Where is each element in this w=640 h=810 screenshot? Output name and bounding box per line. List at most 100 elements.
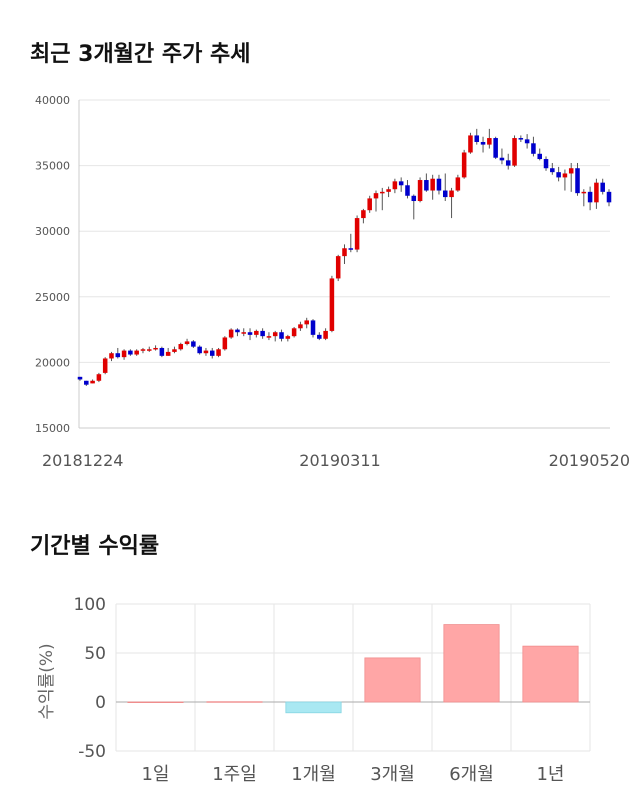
candle-body (147, 349, 152, 351)
candle-body (524, 139, 530, 144)
candle-body (480, 141, 486, 145)
candle-body (310, 320, 316, 335)
candle-body (587, 191, 593, 203)
candle-body (411, 195, 417, 202)
candle-body (449, 190, 454, 198)
candle-body (241, 332, 247, 334)
candle-body (272, 332, 278, 337)
candle-body (329, 278, 335, 331)
return-bar (127, 701, 184, 704)
candle-body (317, 334, 322, 339)
candle-body (84, 380, 89, 385)
candle-body (430, 178, 435, 191)
candle-body (266, 336, 272, 338)
return-bar (206, 701, 263, 703)
candle-body (556, 172, 561, 178)
y-tick-label: -50 (78, 742, 106, 762)
candle-body (197, 346, 202, 354)
y-tick-label: 100 (74, 595, 106, 615)
return-bar (443, 624, 500, 703)
candle-body (102, 358, 108, 373)
candle-body (392, 181, 398, 190)
returns-chart-title: 기간별 수익률 (30, 534, 160, 559)
candle-body (153, 347, 158, 350)
category-label: 1일 (141, 764, 169, 785)
candle-body (165, 351, 171, 356)
candle-body (531, 143, 536, 154)
candle-body (442, 190, 448, 198)
candle-body (335, 256, 341, 279)
y-tick-label: 40000 (35, 94, 70, 107)
candle-body (474, 135, 480, 142)
stock-trend-chart: 40000 35000 30000 25000 20000 15000 20181224 20… (35, 94, 630, 470)
candle-body (380, 191, 385, 194)
candle-body (140, 349, 146, 351)
candle-body (134, 350, 139, 355)
x-tick-label: 20190520 (549, 451, 630, 470)
candle-body (537, 153, 542, 160)
candle-body (600, 182, 605, 192)
category-label: 1개월 (291, 764, 336, 785)
return-bar (285, 701, 342, 714)
candle-body (304, 320, 309, 325)
candle-body (436, 178, 442, 191)
candle-body (184, 341, 190, 345)
candle-body (455, 177, 461, 191)
candle-body (216, 349, 221, 356)
candle-body (279, 332, 284, 339)
candle-body (461, 152, 467, 178)
candle-body (285, 336, 291, 339)
candle-body (373, 193, 379, 199)
y-tick-label: 20000 (35, 356, 70, 369)
category-label: 3개월 (370, 764, 415, 785)
candle-body (505, 160, 511, 166)
y-tick-label: 30000 (35, 225, 70, 238)
candle-body (254, 330, 259, 335)
candle-body (298, 324, 303, 329)
candle-body (468, 135, 473, 153)
candle-body (191, 341, 196, 347)
category-label: 1주일 (212, 764, 257, 785)
candle-body (323, 330, 328, 339)
x-tick-label: 20181224 (42, 451, 123, 470)
candle-body (361, 210, 366, 219)
trend-chart-title: 최근 3개월간 주가 추세 (30, 42, 251, 67)
period-returns-chart: 100 50 0 -50 수익률(%) 1일 1주일 1개월 3개월 6개월 1년 (37, 595, 591, 785)
y-tick-label: 50 (84, 644, 106, 664)
category-label: 6개월 (449, 764, 494, 785)
candle-body (228, 329, 234, 338)
candle-body (386, 189, 391, 192)
candle-body (178, 344, 184, 350)
candle-body (342, 248, 347, 257)
candle-body (247, 332, 253, 335)
candle-body (115, 353, 121, 358)
candle-body (260, 330, 265, 337)
candle-body (172, 349, 177, 352)
candle-body (417, 180, 423, 202)
candle-body (543, 159, 549, 169)
candle-body (77, 376, 83, 380)
candle-body (348, 248, 354, 250)
candle-body (291, 328, 297, 337)
candle-body (90, 380, 95, 384)
x-tick-label: 20190311 (299, 451, 380, 470)
candle-body (128, 350, 133, 355)
candle-body (606, 191, 612, 203)
candle-body (424, 180, 429, 191)
candle-body (203, 350, 209, 354)
candle-body (550, 168, 555, 173)
candle-body (121, 350, 127, 358)
candle-body (159, 347, 165, 356)
category-label: 1년 (536, 764, 564, 785)
candle-body (222, 337, 228, 350)
candle-body (594, 182, 599, 203)
candle-body (487, 138, 492, 145)
return-bar (364, 657, 421, 703)
candle-body (499, 157, 505, 161)
candle-body (493, 138, 498, 158)
candle-body (398, 181, 404, 186)
candle-body (575, 168, 580, 194)
y-tick-label: 15000 (35, 422, 70, 435)
candle-body (235, 329, 240, 333)
y-tick-label: 25000 (35, 291, 70, 304)
